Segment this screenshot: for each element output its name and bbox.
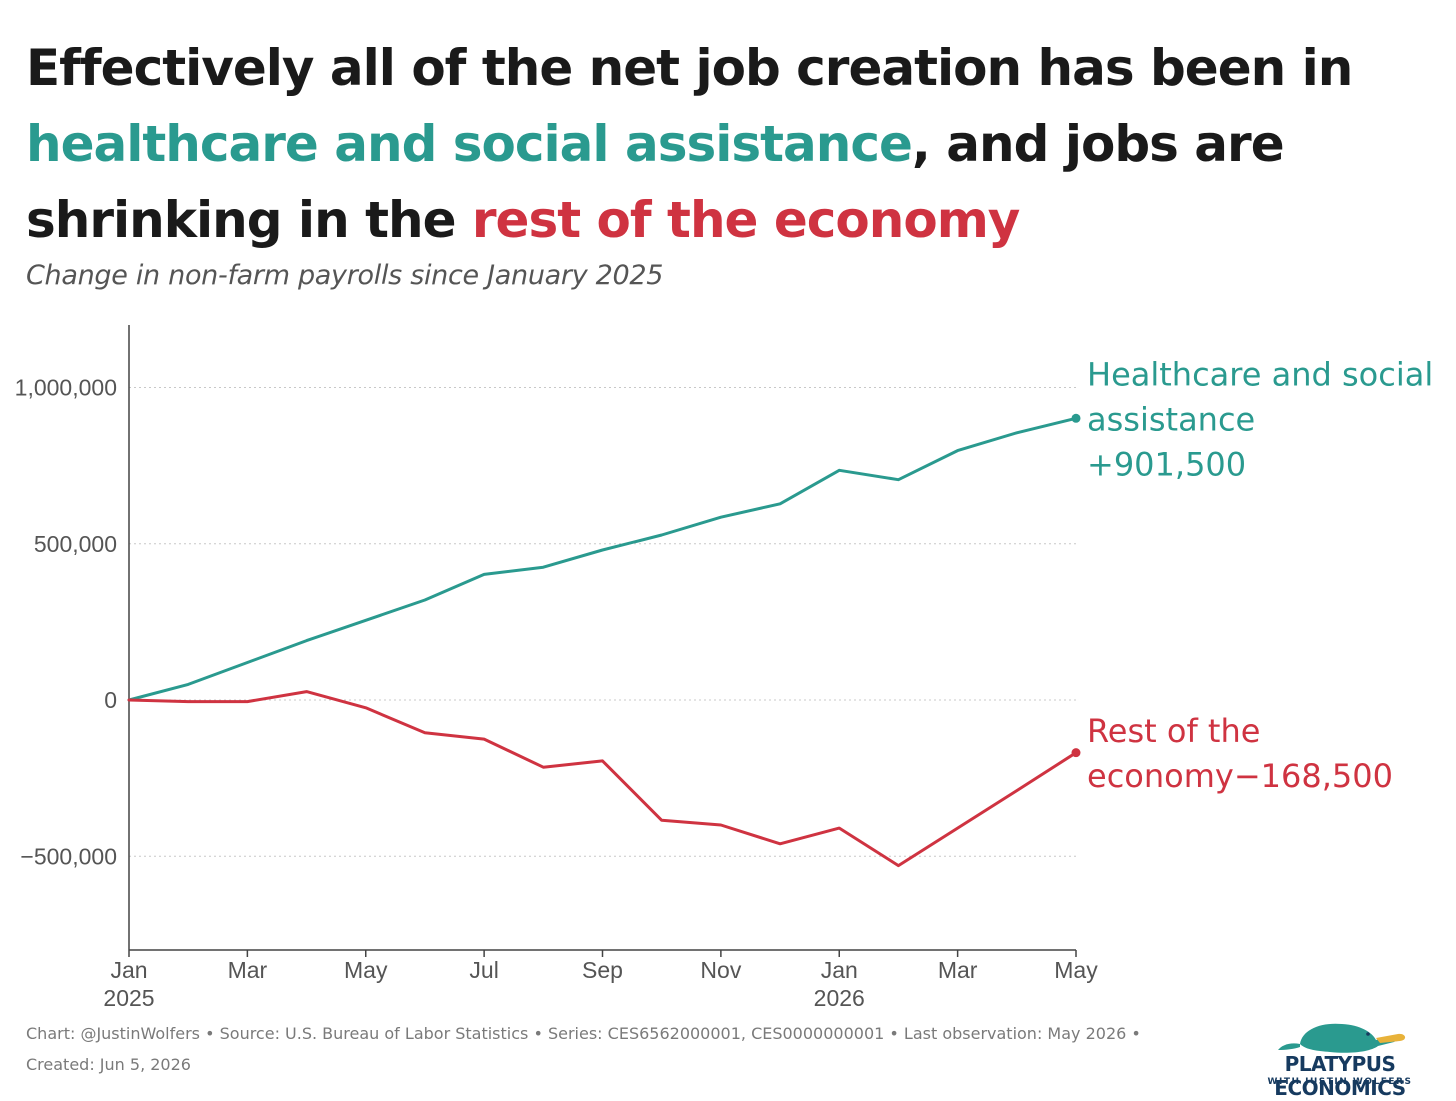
- x-tick-label-3: Jul: [469, 957, 498, 983]
- chart-title: Effectively all of the net job creation …: [26, 30, 1426, 258]
- x-tick-label-2: May: [344, 957, 388, 983]
- series-endpoint-healthcare: [1071, 413, 1081, 423]
- series-label-rest-0: Rest of the: [1087, 712, 1260, 750]
- series-label-healthcare-1: assistance: [1087, 400, 1255, 438]
- title-part-rest: rest of the economy: [471, 191, 1021, 249]
- platypus-economics-logo: PLATYPUS ECONOMICS WITH JUSTIN WOLFERS: [1230, 1012, 1450, 1100]
- x-tick-label-4: Sep: [582, 957, 623, 983]
- title-part-3: , and jobs are shrinking in the: [26, 115, 1285, 249]
- title-part-1: Effectively all of the net job creation …: [26, 39, 1353, 97]
- x-tick-label-6: Jan: [821, 957, 858, 983]
- y-tick-label-3: −500,000: [20, 843, 117, 869]
- platypus-icon: [1278, 1023, 1406, 1053]
- x-tick-label-5: Nov: [700, 957, 741, 983]
- logo-tagline: WITH JUSTIN WOLFERS: [1267, 1077, 1413, 1087]
- x-tick-label-0: Jan: [110, 957, 147, 983]
- series-label-healthcare-0: Healthcare and social: [1087, 355, 1433, 393]
- x-tick-label-8: May: [1054, 957, 1098, 983]
- title-part-healthcare: healthcare and social assistance: [26, 115, 913, 173]
- x-tick-label-1: Mar: [228, 957, 268, 983]
- logo-name: PLATYPUS ECONOMICS: [1274, 1052, 1406, 1100]
- x-tick-year-0: 2025: [103, 985, 154, 1011]
- series-endpoint-rest: [1071, 748, 1081, 758]
- y-tick-label-2: 0: [104, 687, 117, 713]
- x-tick-label-7: Mar: [938, 957, 978, 983]
- series-label-rest-1: economy−168,500: [1087, 757, 1393, 795]
- x-tick-year-6: 2026: [814, 985, 865, 1011]
- series-line-healthcare: [127, 416, 1078, 702]
- y-tick-label-0: 1,000,000: [15, 375, 117, 401]
- chart-footer: Chart: @JustinWolfers • Source: U.S. Bur…: [26, 1024, 1141, 1074]
- chart-subtitle: Change in non-farm payrolls since Januar…: [26, 260, 664, 291]
- series-label-healthcare-2: +901,500: [1087, 445, 1246, 483]
- y-tick-label-1: 500,000: [34, 531, 117, 557]
- series-line-rest: [127, 690, 1078, 868]
